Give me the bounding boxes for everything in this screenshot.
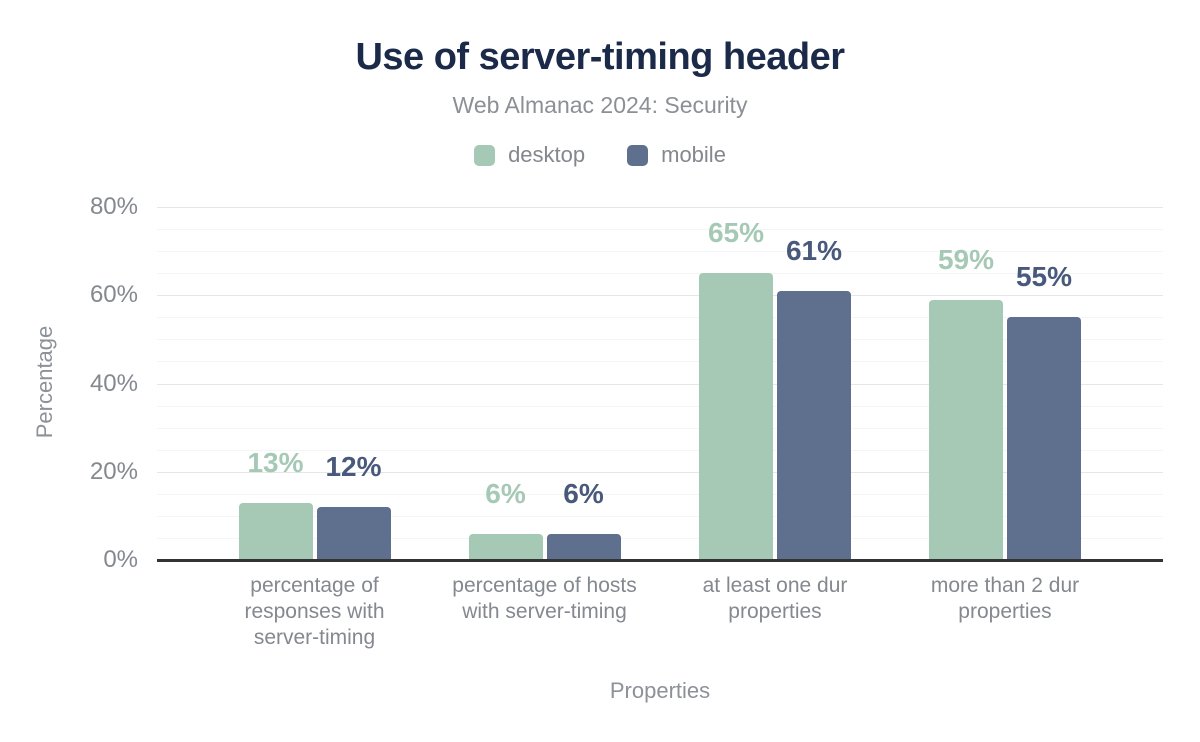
desktop-bar[interactable] [929, 299, 1003, 560]
desktop-swatch-icon [474, 144, 496, 166]
major-gridline [157, 295, 1163, 297]
y-tick-label: 0% [103, 546, 138, 573]
mobile-bar[interactable] [546, 533, 621, 560]
y-axis-title: Percentage [32, 325, 57, 439]
mobile-bar[interactable] [777, 290, 851, 560]
x-tick-label: percentage of hosts with server-timing [452, 574, 637, 623]
chart-title: Use of server-timing header [355, 36, 845, 78]
minor-gridline [157, 229, 1163, 231]
y-tick-label: 40% [89, 369, 138, 397]
minor-gridline [157, 339, 1163, 341]
mobile-bar[interactable] [316, 507, 391, 560]
minor-gridline [157, 361, 1163, 363]
legend-label-desktop: desktop [508, 142, 586, 167]
minor-gridline [157, 405, 1163, 407]
minor-gridline [157, 251, 1163, 253]
minor-gridline [157, 317, 1163, 319]
x-axis-line [157, 559, 1163, 562]
x-axis-title: Properties [609, 678, 711, 703]
desktop-bar[interactable] [699, 273, 773, 560]
legend-item-mobile[interactable]: mobile [627, 142, 726, 168]
minor-gridline [157, 537, 1163, 539]
legend-item-desktop[interactable]: desktop [474, 142, 585, 168]
y-tick-label: 60% [89, 281, 138, 309]
mobile-bar-value-label: 6% [563, 477, 604, 509]
desktop-bar[interactable] [238, 502, 313, 560]
mobile-bar-value-label: 12% [325, 451, 382, 483]
mobile-bar[interactable] [1007, 317, 1081, 560]
chart-subtitle: Web Almanac 2024: Security [452, 92, 748, 118]
x-tick-label: at least one dur properties [702, 574, 848, 623]
mobile-swatch-icon [627, 144, 649, 166]
mobile-bar-value-label: 55% [1015, 261, 1073, 293]
minor-gridline [157, 427, 1163, 429]
chart-legend: desktop mobile [0, 142, 1200, 168]
legend-label-mobile: mobile [661, 142, 726, 167]
desktop-bar-value-label: 59% [937, 243, 995, 275]
desktop-bar-value-label: 65% [707, 217, 765, 249]
minor-gridline [157, 273, 1163, 275]
major-gridline [157, 471, 1163, 473]
major-gridline [157, 383, 1163, 385]
minor-gridline [157, 515, 1163, 517]
x-tick-label: more than 2 dur properties [930, 574, 1080, 623]
minor-gridline [157, 493, 1163, 495]
y-tick-label: 80% [89, 193, 138, 220]
y-tick-label: 20% [89, 457, 138, 485]
desktop-bar-value-label: 13% [247, 446, 304, 478]
mobile-bar-value-label: 61% [785, 234, 843, 266]
major-gridline [157, 207, 1163, 208]
desktop-bar-value-label: 6% [485, 477, 526, 509]
desktop-bar[interactable] [468, 533, 543, 560]
x-tick-label: percentage of responses with server-timing [244, 574, 385, 649]
minor-gridline [157, 449, 1163, 451]
